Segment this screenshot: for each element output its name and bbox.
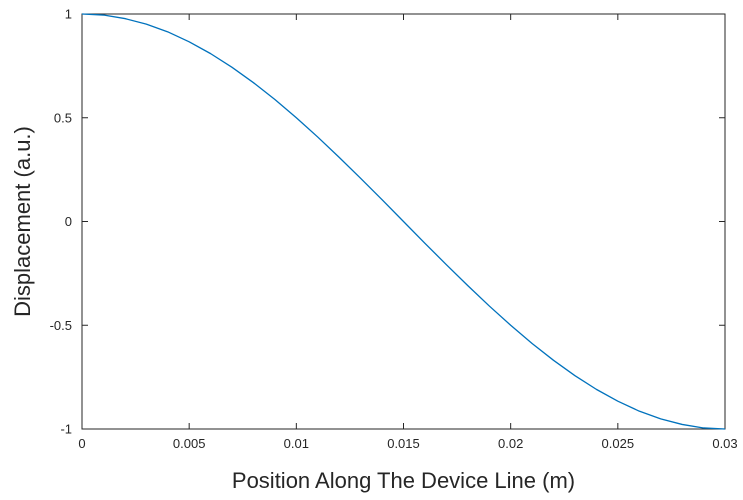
y-tick-label: -1: [60, 422, 72, 437]
x-axis-ticks: 0 0.005 0.01 0.015 0.02 0.025 0.03: [78, 14, 738, 451]
series-layer: [81, 13, 726, 430]
series-line: [81, 13, 726, 430]
x-tick-label: 0.005: [173, 436, 206, 451]
x-tick-label: 0.025: [602, 436, 635, 451]
x-tick-label: 0.03: [712, 436, 737, 451]
x-tick-label: 0.015: [387, 436, 420, 451]
y-tick-label: 0: [65, 214, 72, 229]
x-tick-label: 0.02: [498, 436, 523, 451]
y-axis-ticks: -1 -0.5 0 0.5 1: [50, 7, 725, 437]
x-tick-label: 0.01: [284, 436, 309, 451]
y-tick-label: -0.5: [50, 318, 72, 333]
y-axis-title: Displacement (a.u.): [10, 126, 35, 317]
x-tick-label: 0: [78, 436, 85, 451]
y-tick-label: 0.5: [54, 110, 72, 125]
y-tick-label: 1: [65, 7, 72, 22]
x-axis-title: Position Along The Device Line (m): [232, 468, 575, 493]
